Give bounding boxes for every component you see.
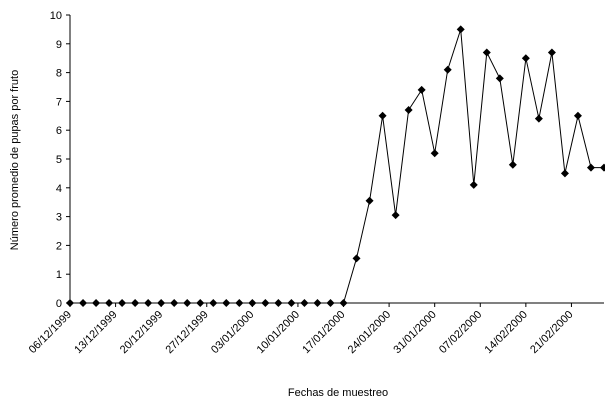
y-tick-label: 0 xyxy=(56,298,62,310)
y-tick-label: 4 xyxy=(56,183,62,195)
y-tick-label: 8 xyxy=(56,68,62,80)
y-tick-label: 2 xyxy=(56,240,62,252)
data-point xyxy=(443,65,452,74)
x-tick-label: 27/12/1999 xyxy=(163,309,210,356)
data-point xyxy=(131,299,140,307)
data-point xyxy=(170,299,179,307)
x-tick-label: 21/02/2000 xyxy=(528,309,575,356)
data-point xyxy=(560,169,569,178)
x-tick-label: 13/12/1999 xyxy=(72,309,119,356)
data-point xyxy=(391,211,400,220)
data-point xyxy=(352,254,361,263)
data-point xyxy=(287,299,296,307)
data-point xyxy=(378,111,387,120)
data-point xyxy=(573,111,582,120)
y-tick-label: 9 xyxy=(56,39,62,51)
data-point xyxy=(196,299,205,307)
data-point xyxy=(586,163,595,172)
y-tick-label: 6 xyxy=(56,125,62,137)
data-point xyxy=(222,299,231,307)
data-point xyxy=(157,299,166,307)
data-point xyxy=(404,106,413,115)
data-point xyxy=(118,299,127,307)
data-point xyxy=(261,299,270,307)
x-tick-label: 31/01/2000 xyxy=(391,309,438,356)
data-point xyxy=(417,85,426,94)
data-point xyxy=(365,196,374,205)
data-point xyxy=(600,163,605,172)
x-tick-label: 03/01/2000 xyxy=(209,309,256,356)
data-point xyxy=(105,299,114,307)
y-tick-label: 3 xyxy=(56,212,62,224)
series-line xyxy=(70,29,604,304)
data-point xyxy=(547,48,556,57)
data-point xyxy=(456,25,465,34)
data-point xyxy=(209,299,218,307)
x-tick-label: 10/01/2000 xyxy=(255,309,302,356)
data-point xyxy=(79,299,88,307)
data-point xyxy=(313,299,322,307)
x-tick-label: 20/12/1999 xyxy=(118,309,165,356)
x-axis-ticks: 06/12/199913/12/199920/12/199927/12/1999… xyxy=(27,303,576,356)
x-tick-label: 17/01/2000 xyxy=(300,309,347,356)
y-tick-label: 1 xyxy=(56,269,62,281)
data-point xyxy=(430,149,439,158)
data-point xyxy=(521,54,530,63)
data-point xyxy=(469,180,478,189)
data-point xyxy=(326,299,335,307)
x-tick-label: 07/02/2000 xyxy=(437,309,484,356)
x-tick-label: 06/12/1999 xyxy=(27,309,74,356)
y-tick-label: 5 xyxy=(56,154,62,166)
y-tick-label: 7 xyxy=(56,96,62,108)
data-point xyxy=(274,299,283,307)
data-point xyxy=(495,74,504,83)
y-tick-label: 10 xyxy=(50,10,62,22)
x-tick-label: 24/01/2000 xyxy=(346,309,393,356)
data-point xyxy=(66,299,74,307)
data-point xyxy=(92,299,101,307)
data-point xyxy=(482,48,491,57)
series-group xyxy=(66,25,605,307)
y-axis-ticks: 0 1 2 3 4 5 6 7 8 9 10 xyxy=(50,10,70,310)
data-point xyxy=(183,299,192,307)
x-tick-label: 14/02/2000 xyxy=(483,309,530,356)
data-point xyxy=(248,299,257,307)
data-point xyxy=(300,299,309,307)
x-axis-label: Fechas de muestreo xyxy=(288,387,388,399)
data-point xyxy=(508,160,517,169)
data-point xyxy=(144,299,153,307)
data-point xyxy=(235,299,244,307)
data-point xyxy=(339,299,348,307)
y-axis-label: Número promedio de pupas por fruto xyxy=(9,70,21,250)
data-point xyxy=(534,114,543,123)
